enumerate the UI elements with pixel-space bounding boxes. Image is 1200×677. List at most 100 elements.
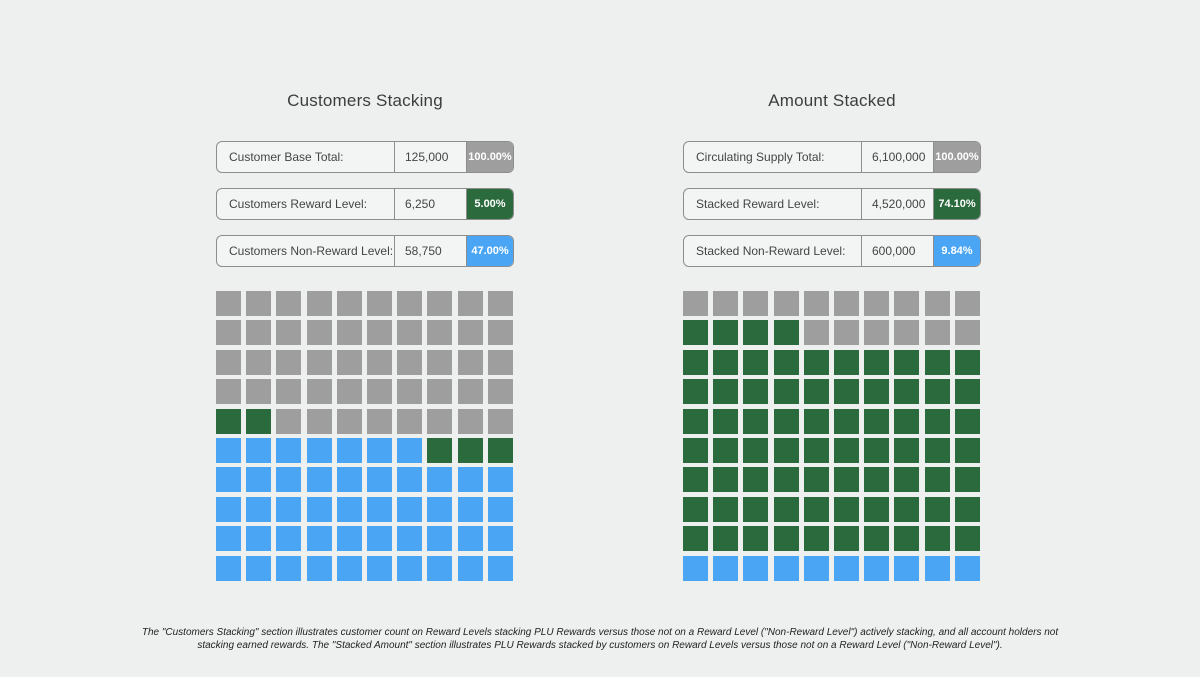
waffle-cell [276, 555, 302, 581]
stat-value: 6,250 [395, 189, 467, 219]
waffle-cell [803, 555, 829, 581]
waffle-cell [457, 291, 483, 316]
customers-stacking-waffle-chart [216, 291, 514, 581]
waffle-cell [246, 408, 272, 434]
waffle-cell [773, 438, 799, 463]
waffle-cell [457, 349, 483, 375]
stat-percent-badge: 9.84% [934, 236, 980, 266]
waffle-cell [683, 379, 708, 405]
waffle-cell [954, 438, 980, 463]
waffle-cell [336, 496, 362, 522]
waffle-cell [397, 467, 423, 493]
waffle-cell [487, 320, 513, 346]
amount-stacked-title: Amount Stacked [768, 91, 896, 110]
waffle-cell [803, 467, 829, 493]
waffle-cell [683, 320, 708, 346]
waffle-cell [713, 526, 739, 552]
waffle-cell [713, 496, 739, 522]
waffle-cell [427, 555, 453, 581]
waffle-cell [457, 526, 483, 552]
waffle-cell [773, 526, 799, 552]
waffle-cell [427, 291, 453, 316]
waffle-cell [276, 291, 302, 316]
waffle-cell [457, 438, 483, 463]
waffle-cell [894, 408, 920, 434]
waffle-cell [683, 467, 708, 493]
waffle-cell [216, 408, 241, 434]
waffle-cell [773, 291, 799, 316]
waffle-cell [864, 291, 890, 316]
waffle-cell [367, 555, 392, 581]
waffle-cell [427, 526, 453, 552]
waffle-cell [954, 349, 980, 375]
waffle-cell [216, 526, 241, 552]
waffle-cell [336, 379, 362, 405]
waffle-cell [683, 408, 708, 434]
stat-label: Stacked Non-Reward Level: [684, 236, 862, 266]
stat-value: 58,750 [395, 236, 467, 266]
waffle-cell [336, 408, 362, 434]
waffle-cell [864, 496, 890, 522]
waffle-cell [457, 320, 483, 346]
waffle-cell [743, 555, 769, 581]
waffle-cell [427, 496, 453, 522]
waffle-cell [397, 526, 423, 552]
stat-percent-badge: 100.00% [934, 142, 980, 172]
waffle-cell [743, 438, 769, 463]
waffle-cell [924, 496, 950, 522]
waffle-cell [773, 408, 799, 434]
waffle-cell [306, 555, 332, 581]
waffle-cell [246, 320, 272, 346]
waffle-cell [924, 526, 950, 552]
waffle-cell [683, 555, 708, 581]
waffle-cell [306, 349, 332, 375]
waffle-cell [246, 349, 272, 375]
customers-reward-level-row: Customers Reward Level: 6,250 5.00% [216, 188, 514, 220]
amount-stacked-waffle-chart [683, 291, 981, 581]
waffle-cell [246, 526, 272, 552]
waffle-cell [924, 320, 950, 346]
waffle-cell [246, 467, 272, 493]
stacked-non-reward-level-row: Stacked Non-Reward Level: 600,000 9.84% [683, 235, 981, 267]
waffle-cell [216, 496, 241, 522]
waffle-cell [457, 555, 483, 581]
stat-value: 125,000 [395, 142, 467, 172]
waffle-cell [954, 379, 980, 405]
waffle-cell [864, 408, 890, 434]
waffle-cell [713, 349, 739, 375]
customers-stacking-panel: Customers Stacking Customer Base Total: … [216, 88, 514, 282]
waffle-cell [397, 379, 423, 405]
waffle-cell [397, 438, 423, 463]
waffle-cell [894, 555, 920, 581]
stat-label: Stacked Reward Level: [684, 189, 862, 219]
waffle-cell [894, 496, 920, 522]
waffle-cell [216, 349, 241, 375]
waffle-cell [487, 467, 513, 493]
waffle-cell [276, 379, 302, 405]
waffle-cell [306, 291, 332, 316]
stat-value: 6,100,000 [862, 142, 934, 172]
waffle-cell [743, 379, 769, 405]
waffle-cell [894, 320, 920, 346]
waffle-cell [924, 349, 950, 375]
customers-non-reward-level-row: Customers Non-Reward Level: 58,750 47.00… [216, 235, 514, 267]
waffle-cell [954, 526, 980, 552]
waffle-cell [367, 291, 392, 316]
waffle-cell [713, 320, 739, 346]
waffle-cell [336, 467, 362, 493]
waffle-cell [367, 408, 392, 434]
waffle-cell [803, 408, 829, 434]
waffle-cell [864, 467, 890, 493]
waffle-cell [276, 320, 302, 346]
stat-label: Circulating Supply Total: [684, 142, 862, 172]
waffle-cell [683, 526, 708, 552]
waffle-cell [834, 291, 859, 316]
waffle-cell [834, 379, 859, 405]
waffle-cell [743, 320, 769, 346]
waffle-cell [954, 496, 980, 522]
customer-base-total-row: Customer Base Total: 125,000 100.00% [216, 141, 514, 173]
waffle-cell [246, 438, 272, 463]
stat-label: Customer Base Total: [217, 142, 395, 172]
waffle-cell [427, 438, 453, 463]
waffle-cell [397, 555, 423, 581]
